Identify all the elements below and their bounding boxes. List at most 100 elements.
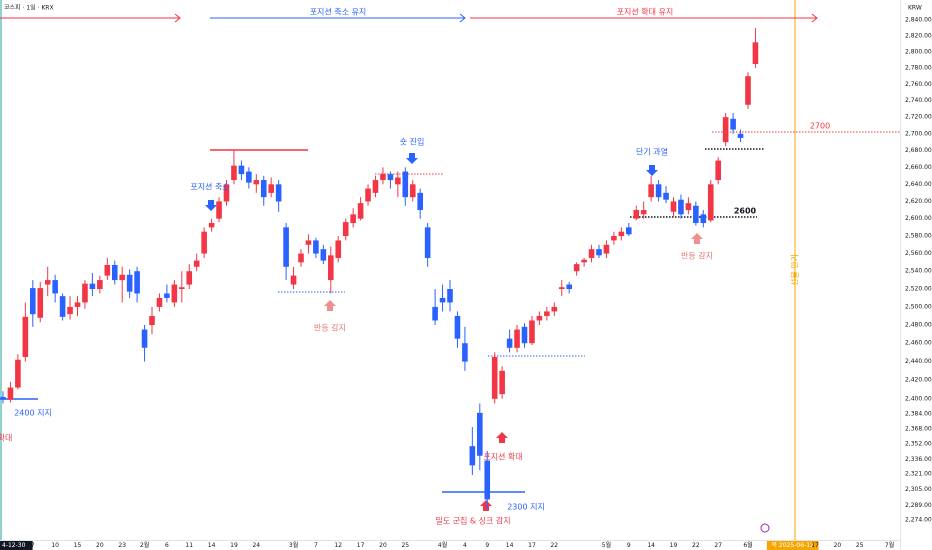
x-tick-label: 22 (550, 542, 558, 549)
arrow-head (174, 13, 181, 23)
candle-body (126, 274, 133, 292)
candle-body (67, 306, 73, 315)
candle-body (395, 177, 401, 185)
y-tick-label: 2,720.00 (905, 114, 932, 121)
y-tick-label: 2,780.00 (905, 65, 932, 72)
candle-body (432, 306, 438, 321)
candle-body (506, 338, 513, 348)
candle-body (186, 271, 193, 285)
y-tick-label: 2,740.00 (905, 97, 932, 104)
annotation: 2300 지지 (507, 503, 545, 512)
x-tick-label: 10 (51, 542, 59, 549)
candle-body (231, 165, 237, 181)
candle-body (216, 201, 222, 219)
candle-body (626, 227, 632, 235)
candle-body (730, 118, 736, 130)
candle-body (7, 387, 14, 400)
candle-body (350, 214, 356, 224)
candle-body (380, 174, 386, 181)
candle-body (693, 205, 699, 224)
candle-body (700, 214, 707, 224)
y-tick-label: 2,274.00 (905, 517, 932, 524)
candle-body (223, 184, 230, 202)
y-tick-label: 2,820.00 (905, 32, 932, 39)
x-tick-label: 9 (485, 542, 489, 549)
annotation: 반등 감지 (681, 251, 713, 261)
candle-body (30, 288, 36, 315)
down-arrow (205, 200, 217, 211)
x-tick-label: 2월 (140, 541, 149, 549)
candle-body (551, 306, 558, 312)
annotations: 포지션 축소 유지 포지션 확대 유지 포지션 축소 숏 진입 단기 과열 27… (0, 7, 830, 526)
date-badge (766, 541, 819, 550)
candle-body (260, 180, 267, 198)
candle-body (164, 293, 170, 298)
candle-body (201, 231, 207, 254)
y-tick-label: 2,760.00 (905, 81, 932, 88)
x-tick-label: 14 (647, 542, 655, 549)
candle-body (439, 297, 446, 303)
candle-body (313, 240, 319, 254)
candle-body (737, 133, 744, 138)
candle-body (44, 280, 51, 285)
candle-body (0, 396, 6, 400)
y-tick-label: 2,480.00 (905, 321, 932, 328)
candle-body (409, 184, 416, 198)
x-tick-label: 11 (185, 542, 193, 549)
y-tick-label: 2,800.00 (905, 48, 932, 55)
candle-body (111, 265, 118, 281)
candle-body (544, 311, 550, 316)
y-tick-label: 2,560.00 (905, 250, 932, 257)
y-tick-label: 2,660.00 (905, 164, 932, 171)
candle-body (328, 255, 334, 281)
y-tick-label: 2,680.00 (905, 147, 932, 154)
y-tick-label: 2,400.00 (905, 395, 932, 402)
x-tick-label: 14 (208, 542, 216, 549)
candle-body (611, 236, 617, 241)
candle-body (596, 249, 602, 256)
y-tick-label: 2,540.00 (905, 268, 932, 275)
candle-body (372, 180, 379, 193)
up-arrow (480, 500, 492, 511)
candle-body (15, 359, 21, 388)
candle-body (566, 284, 572, 289)
x-tick-label: 27 (714, 542, 722, 549)
x-tick-label: 7월 (885, 541, 894, 549)
candle-body (678, 199, 684, 215)
candle-body (59, 296, 66, 317)
candle-body (365, 188, 371, 202)
candle-body (536, 315, 543, 321)
candle-body (357, 203, 364, 219)
candle-body (320, 249, 327, 261)
event-icon[interactable] (760, 523, 770, 533)
candle-body (573, 264, 580, 272)
y-tick-label: 2,352.00 (905, 441, 932, 448)
y-axis-label: KRW (908, 5, 922, 12)
candle-body (521, 326, 528, 344)
candle-body (491, 356, 498, 399)
up-arrow (691, 233, 703, 244)
candle-body (514, 329, 520, 348)
annotation: 포지션 확대 (483, 452, 522, 462)
candle-body (484, 460, 491, 500)
candle-body (558, 287, 565, 289)
y-tick-label: 2,640.00 (905, 181, 932, 188)
y-tick-label: 2,321.00 (905, 471, 932, 478)
candle-body (447, 288, 453, 303)
y-tick-label: 2,420.00 (905, 377, 932, 384)
x-tick-label: 20 (96, 542, 104, 549)
y-tick-label: 2,500.00 (905, 303, 932, 310)
candle-body (663, 192, 669, 200)
candle-body (97, 280, 103, 289)
y-tick-label: 2,840.00 (905, 17, 932, 24)
x-tick-label: 25 (401, 542, 409, 549)
x-tick-label: 4월 (438, 541, 447, 549)
x-tick-label: 4 (463, 542, 467, 549)
y-tick-label: 2,460.00 (905, 340, 932, 347)
annotation: 단기 과열 (636, 147, 668, 157)
annotation: 포지션 축소 (190, 182, 229, 192)
x-tick-label: 19 (670, 542, 678, 549)
candle-body (387, 174, 394, 181)
candle-body (685, 203, 692, 211)
